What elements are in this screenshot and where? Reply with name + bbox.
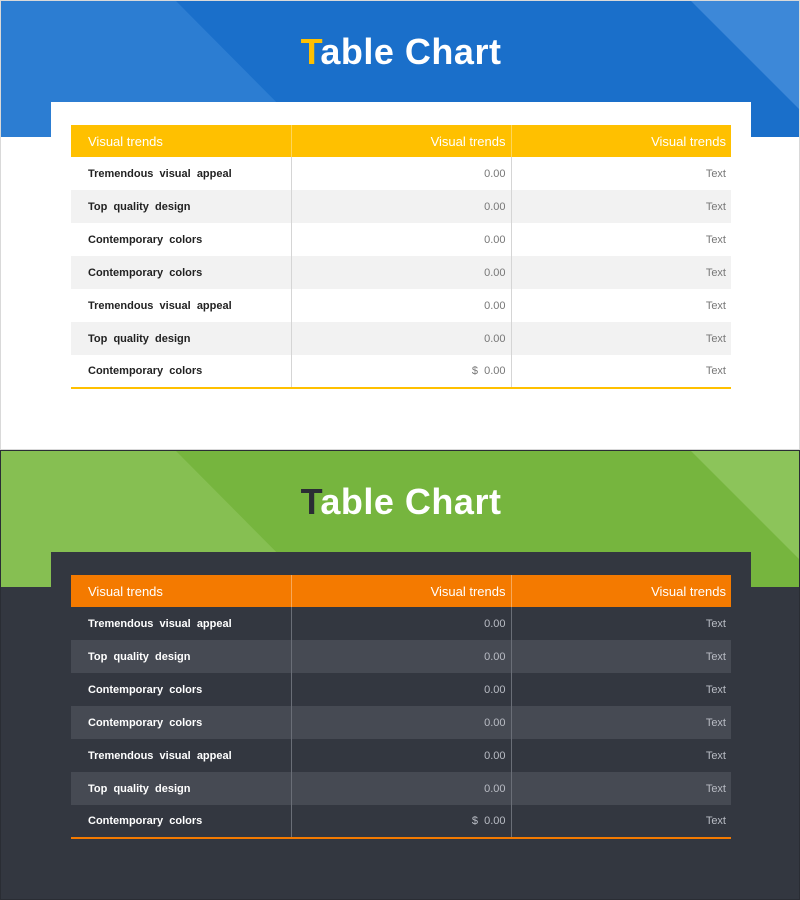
table-chart-dark-panel: Table Chart Visual trends Visual trends … xyxy=(0,450,800,900)
row-value: 0.00 xyxy=(290,289,511,322)
table-row: Contemporary colors 0.00 Text xyxy=(71,256,731,289)
row-text: Text xyxy=(510,640,731,673)
row-value: 0.00 xyxy=(290,706,511,739)
row-value: 0.00 xyxy=(290,256,511,289)
row-text: Text xyxy=(510,706,731,739)
row-label: Contemporary colors xyxy=(71,706,291,739)
row-text: Text xyxy=(510,673,731,706)
page-title: Table Chart xyxy=(1,31,799,73)
row-value: 0.00 xyxy=(290,673,511,706)
row-text: Text xyxy=(510,223,731,256)
column-header: Visual trends xyxy=(510,575,731,607)
row-value: 0.00 xyxy=(290,772,511,805)
title-rest: able Chart xyxy=(320,31,502,72)
row-text: Text xyxy=(510,607,731,640)
table-row: Tremendous visual appeal 0.00 Text xyxy=(71,607,731,640)
row-label: Top quality design xyxy=(71,772,291,805)
table-chart-light-panel: Table Chart Visual trends Visual trends … xyxy=(0,0,800,450)
row-value: 0.00 xyxy=(290,157,511,190)
column-header: Visual trends xyxy=(290,125,511,157)
table-row: Contemporary colors 0.00 Text xyxy=(71,673,731,706)
row-label: Contemporary colors xyxy=(71,256,291,289)
page-title: Table Chart xyxy=(1,481,799,523)
row-label: Top quality design xyxy=(71,190,291,223)
table-row: Top quality design 0.00 Text xyxy=(71,322,731,355)
column-header: Visual trends xyxy=(71,575,291,607)
table-row: Contemporary colors $ 0.00 Text xyxy=(71,805,731,839)
row-label: Contemporary colors xyxy=(71,805,291,839)
data-table: Visual trends Visual trends Visual trend… xyxy=(71,125,731,389)
row-label: Tremendous visual appeal xyxy=(88,299,232,312)
table-row: Tremendous visual appeal 0.00 Text xyxy=(71,289,731,322)
row-label: Contemporary colors xyxy=(71,355,291,389)
title-first-letter: T xyxy=(300,31,321,72)
row-label: Top quality design xyxy=(71,640,291,673)
row-text: Text xyxy=(510,322,731,355)
row-label: Contemporary colors xyxy=(88,233,203,246)
table-row: Tremendous visual appeal 0.00 Text xyxy=(71,157,731,190)
row-text: Text xyxy=(510,355,731,389)
table-row: Contemporary colors 0.00 Text xyxy=(71,706,731,739)
table-card: Visual trends Visual trends Visual trend… xyxy=(51,552,751,899)
row-value: 0.00 xyxy=(290,190,511,223)
row-text: Text xyxy=(510,256,731,289)
row-label: Tremendous visual appeal xyxy=(88,167,232,180)
column-header: Visual trends xyxy=(71,125,291,157)
table-row: Contemporary colors 0.00 Text xyxy=(71,223,731,256)
table-header-row: Visual trends Visual trends Visual trend… xyxy=(71,575,731,607)
table-row: Top quality design 0.00 Text xyxy=(71,772,731,805)
row-text: Text xyxy=(510,157,731,190)
row-label: Contemporary colors xyxy=(88,683,203,696)
column-header: Visual trends xyxy=(510,125,731,157)
row-label: Tremendous visual appeal xyxy=(88,749,232,762)
table-row: Tremendous visual appeal 0.00 Text xyxy=(71,739,731,772)
title-first-letter: T xyxy=(300,481,321,522)
title-rest: able Chart xyxy=(320,481,502,522)
table-row: Top quality design 0.00 Text xyxy=(71,190,731,223)
row-text: Text xyxy=(510,739,731,772)
row-text: Text xyxy=(510,805,731,839)
row-value: 0.00 xyxy=(290,739,511,772)
data-table: Visual trends Visual trends Visual trend… xyxy=(71,575,731,839)
row-value: 0.00 xyxy=(290,640,511,673)
row-value: 0.00 xyxy=(290,607,511,640)
row-value: $ 0.00 xyxy=(290,355,511,389)
table-header-row: Visual trends Visual trends Visual trend… xyxy=(71,125,731,157)
table-row: Contemporary colors $ 0.00 Text xyxy=(71,355,731,389)
row-value: 0.00 xyxy=(290,223,511,256)
row-text: Text xyxy=(510,289,731,322)
column-header: Visual trends xyxy=(290,575,511,607)
row-text: Text xyxy=(510,190,731,223)
table-row: Top quality design 0.00 Text xyxy=(71,640,731,673)
row-label: Top quality design xyxy=(71,322,291,355)
row-label: Tremendous visual appeal xyxy=(88,617,232,630)
table-card: Visual trends Visual trends Visual trend… xyxy=(51,102,751,449)
row-value: $ 0.00 xyxy=(290,805,511,839)
row-text: Text xyxy=(510,772,731,805)
row-value: 0.00 xyxy=(290,322,511,355)
